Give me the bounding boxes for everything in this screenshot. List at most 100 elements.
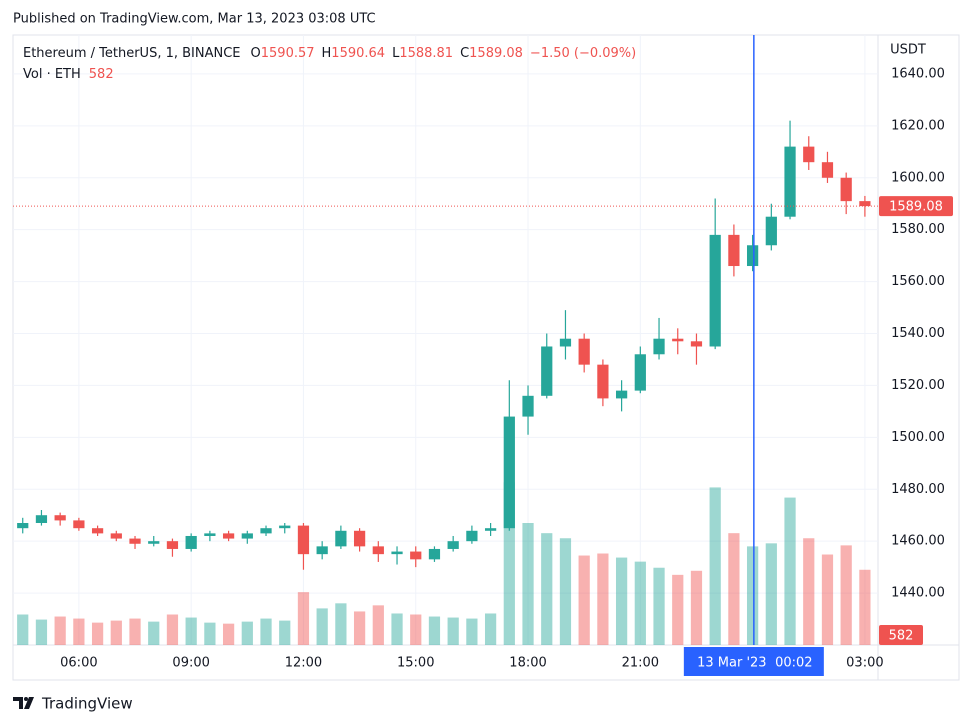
legend-key: L xyxy=(392,46,400,61)
candle-body xyxy=(728,234,740,267)
volume-bar xyxy=(597,553,609,645)
y-tick-label: 1580.00 xyxy=(891,222,945,237)
volume-bar xyxy=(840,545,852,645)
y-tick-label: 1540.00 xyxy=(891,326,945,341)
candle-body xyxy=(784,146,796,217)
crosshair-time: 00:02 xyxy=(775,656,812,671)
chart: 1440.00 1460.00 1480.00 1500.00 1520.00 1540.… xyxy=(13,35,953,676)
candle-body xyxy=(73,520,85,529)
volume-bar xyxy=(35,619,48,645)
candle-body xyxy=(204,533,216,536)
legend-change: −1.50 (−0.09%) xyxy=(530,46,636,61)
candle-body xyxy=(297,525,310,555)
volume-bar xyxy=(204,622,216,645)
candle-body xyxy=(166,541,179,549)
y-tick-label: 1560.00 xyxy=(891,274,945,289)
volume-bar xyxy=(148,621,160,645)
legend-key: O xyxy=(251,46,261,61)
volume-bar xyxy=(784,497,796,645)
candle-body xyxy=(185,535,197,549)
volume-bar xyxy=(466,618,478,645)
volume-bar xyxy=(653,567,665,645)
candle-body xyxy=(821,162,834,178)
legend: Ethereum / TetherUS, 1, BINANCE O1590.57 H… xyxy=(23,46,636,61)
candle-body xyxy=(372,546,384,555)
brand: TradingView xyxy=(41,695,133,713)
volume-bar xyxy=(54,616,66,645)
candle-body xyxy=(260,528,272,534)
volume-bar xyxy=(241,621,253,645)
y-tick-label: 1600.00 xyxy=(891,170,945,185)
legend-value: 1590.57 xyxy=(261,46,315,61)
volume-bar xyxy=(110,620,122,645)
candle-body xyxy=(634,354,646,391)
candle-body xyxy=(765,216,777,246)
candle-body xyxy=(803,146,815,163)
volume-name: Vol · ETH xyxy=(23,67,81,82)
volume-bar xyxy=(728,533,740,645)
candle-body xyxy=(17,523,29,529)
volume-bar xyxy=(541,533,553,645)
candle-body xyxy=(148,541,160,544)
candle-body xyxy=(129,538,141,544)
frame xyxy=(12,34,960,681)
y-tick-label: 1520.00 xyxy=(891,378,945,393)
x-tick-label: 15:00 xyxy=(397,656,434,671)
y-tick-label: 1480.00 xyxy=(891,482,945,497)
x-tick-label: 06:00 xyxy=(60,656,97,671)
volume-bar xyxy=(353,611,366,645)
legend-value: 1590.64 xyxy=(331,46,385,61)
price-tag-label: 1589.08 xyxy=(889,200,943,215)
volume-bar xyxy=(765,543,777,645)
volume-bar xyxy=(91,622,104,645)
candle-body xyxy=(859,201,871,207)
volume-bar xyxy=(222,623,235,645)
candle-body xyxy=(54,515,66,521)
x-tick-label: 18:00 xyxy=(509,656,546,671)
candle-body xyxy=(503,416,515,529)
volume-value: 582 xyxy=(89,67,114,82)
volume-bar xyxy=(615,557,628,645)
volume-bar xyxy=(279,620,291,645)
candle-body xyxy=(690,341,703,347)
volume-bar xyxy=(166,614,179,645)
volume-bar xyxy=(634,561,646,645)
volume-bar xyxy=(803,538,815,645)
y-unit: USDT xyxy=(890,43,926,58)
volume-bar xyxy=(129,618,141,645)
volume-bar xyxy=(297,592,310,645)
candle-body xyxy=(559,338,572,347)
legend-value: 1589.08 xyxy=(469,46,523,61)
y-tick-label: 1460.00 xyxy=(891,534,945,549)
volume-bar xyxy=(484,613,497,645)
candle-body xyxy=(428,548,441,560)
candle-body xyxy=(522,395,534,417)
legend-value: 1588.81 xyxy=(399,46,453,61)
candle-body xyxy=(391,551,403,555)
volume-bar xyxy=(709,487,721,645)
volume-bar xyxy=(17,614,29,645)
candle-body xyxy=(91,528,104,534)
candle-body xyxy=(615,390,628,399)
candle-body xyxy=(110,533,122,539)
volume-bar xyxy=(410,614,422,645)
published-note: Published on TradingView.com, Mar 13, 20… xyxy=(13,12,376,27)
candle-body xyxy=(35,515,48,523)
candle-body xyxy=(447,541,459,549)
candle-body xyxy=(597,364,609,399)
legend-key: H xyxy=(322,46,332,61)
candle-body xyxy=(353,530,366,547)
volume-bar xyxy=(821,554,834,645)
candle-body xyxy=(541,346,553,396)
candle-body xyxy=(484,528,497,531)
volume-bar xyxy=(559,538,572,645)
volume-bar xyxy=(746,546,759,645)
candle-body xyxy=(709,234,721,347)
candle-body xyxy=(222,533,235,539)
volume-tag-label: 582 xyxy=(889,629,914,644)
x-tick-label: 21:00 xyxy=(622,656,659,671)
candle-body xyxy=(840,177,852,202)
volume-bar xyxy=(522,523,534,645)
x-tick-label: 12:00 xyxy=(285,656,322,671)
